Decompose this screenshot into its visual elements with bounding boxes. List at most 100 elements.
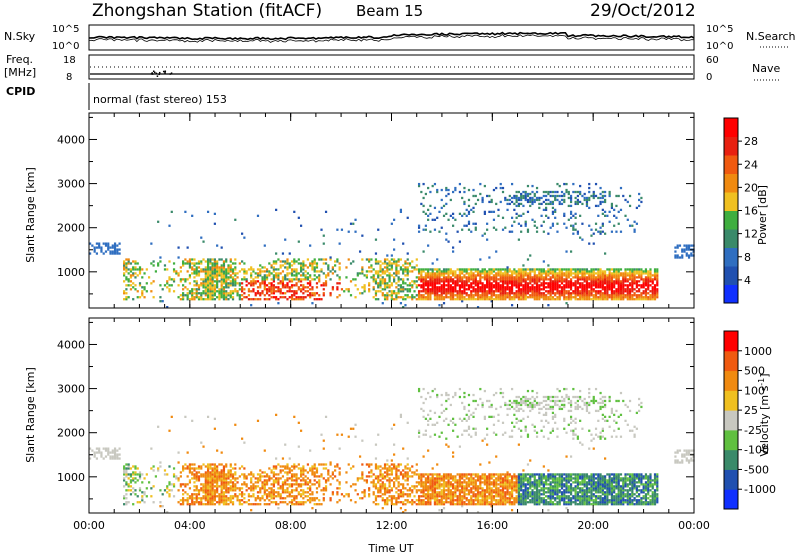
nave-tick-bottom: 0	[706, 72, 712, 83]
power-cell	[631, 288, 634, 291]
velocity-cell	[200, 487, 203, 490]
velocity-cell	[125, 503, 128, 506]
power-cell	[222, 290, 226, 293]
power-cell	[524, 284, 527, 287]
velocity-cell	[431, 479, 434, 482]
power-cell	[520, 192, 523, 196]
power-cell	[515, 278, 518, 281]
velocity-cell	[220, 463, 223, 466]
power-cell	[438, 280, 441, 283]
power-cell	[427, 268, 430, 271]
velocity-cell	[150, 447, 153, 450]
power-cell	[690, 244, 693, 247]
velocity-cell	[193, 467, 196, 470]
velocity-cell	[454, 489, 457, 492]
velocity-cell	[377, 465, 380, 468]
power-cell	[445, 276, 448, 279]
power-cell	[542, 220, 545, 223]
velocity-cell	[202, 445, 205, 448]
velocity-cell	[254, 487, 257, 490]
velocity-cell	[433, 473, 437, 476]
velocity-cell	[175, 475, 178, 478]
power-cell	[313, 266, 316, 269]
power-cell	[227, 270, 230, 273]
velocity-cell	[465, 487, 468, 490]
power-cell	[433, 272, 437, 275]
power-cell	[551, 280, 555, 283]
velocity-cell	[104, 449, 108, 452]
velocity-cell	[311, 473, 314, 476]
velocity-cell	[216, 471, 219, 474]
velocity-cell	[447, 477, 450, 480]
power-cell	[542, 270, 545, 273]
power-cell	[447, 240, 450, 243]
power-cell	[436, 278, 439, 281]
velocity-cell	[206, 499, 210, 502]
power-cell	[309, 284, 312, 287]
power-cell	[447, 292, 450, 295]
power-cell	[397, 290, 400, 293]
velocity-cell	[463, 417, 466, 420]
power-cell	[579, 296, 582, 299]
velocity-cell	[309, 493, 312, 496]
velocity-cell	[324, 415, 328, 419]
power-cell	[250, 272, 253, 275]
power-cell	[383, 286, 387, 289]
power-cell	[100, 248, 103, 251]
velocity-cell	[452, 485, 455, 488]
y-tick-label: 2000	[57, 222, 85, 235]
power-cell	[483, 270, 486, 273]
power-cell	[522, 294, 525, 297]
power-cell	[681, 254, 684, 257]
power-cell	[563, 286, 566, 289]
power-cell	[118, 252, 121, 255]
power-cell	[236, 272, 239, 275]
power-cell	[259, 272, 262, 275]
power-cell	[651, 274, 654, 277]
power-cell	[601, 296, 604, 299]
power-cell	[601, 270, 604, 273]
power-cell	[447, 282, 450, 285]
power-cell	[517, 204, 520, 208]
velocity-cell	[440, 503, 443, 506]
velocity-cell	[229, 489, 232, 492]
power-cell	[195, 284, 198, 287]
velocity-cell	[452, 487, 455, 490]
power-cell	[613, 298, 616, 301]
power-cell	[377, 298, 380, 301]
power-cell	[327, 272, 330, 275]
power-cell	[372, 268, 375, 271]
power-cell	[327, 266, 330, 269]
power-cell	[107, 244, 110, 247]
power-cell	[540, 274, 543, 277]
power-cell	[488, 298, 491, 301]
power-cell	[456, 292, 459, 295]
power-cell	[427, 292, 430, 295]
power-cell	[597, 204, 600, 208]
velocity-cell	[281, 491, 285, 494]
power-cell	[597, 290, 600, 293]
power-cell	[604, 282, 607, 285]
power-cell	[583, 192, 586, 196]
power-cell	[204, 272, 207, 275]
power-cell	[461, 294, 464, 297]
power-cell	[218, 288, 221, 291]
velocity-cell	[247, 503, 251, 506]
power-cell	[549, 194, 552, 198]
power-cell	[615, 296, 618, 299]
power-cell	[216, 260, 219, 263]
power-cell	[386, 270, 389, 273]
power-cell	[465, 288, 468, 291]
power-cell	[268, 274, 271, 277]
velocity-cell	[134, 465, 137, 468]
power-cell	[393, 238, 396, 241]
power-cell	[234, 290, 237, 293]
velocity-cell	[206, 479, 210, 482]
velocity-cell	[456, 473, 459, 476]
power-cell	[216, 290, 219, 293]
power-cell	[458, 240, 462, 243]
power-cell	[515, 290, 518, 293]
velocity-cell	[472, 499, 475, 502]
power-cell	[483, 284, 486, 287]
velocity-cell	[447, 397, 450, 401]
